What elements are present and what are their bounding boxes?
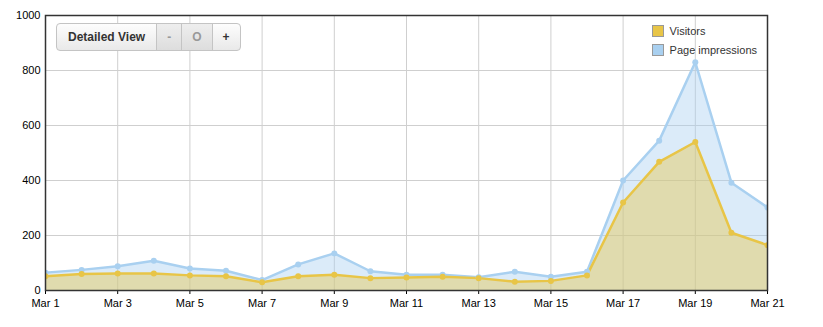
svg-text:Mar 19: Mar 19 (678, 297, 712, 309)
svg-text:Mar 11: Mar 11 (390, 297, 423, 309)
svg-text:Mar 9: Mar 9 (320, 297, 348, 309)
svg-text:800: 800 (22, 64, 40, 76)
html-text:O: O (192, 30, 202, 44)
html-text:Visitors: Visitors (669, 24, 706, 37)
svg-text:Mar 5: Mar 5 (176, 297, 204, 309)
html-text:Page impressions: Page impressions (669, 43, 757, 56)
svg-text:200: 200 (22, 229, 40, 241)
svg-text:Mar 21: Mar 21 (750, 297, 784, 309)
svg-text:1000: 1000 (16, 9, 40, 21)
svg-text:600: 600 (22, 119, 40, 131)
svg-text:Mar 13: Mar 13 (462, 297, 496, 309)
svg-text:Mar 17: Mar 17 (606, 297, 640, 309)
html-text:Detailed View: Detailed View (68, 30, 146, 44)
svg-text:400: 400 (22, 174, 40, 186)
svg-text:Mar 3: Mar 3 (104, 297, 132, 309)
svg-text:Mar 15: Mar 15 (534, 297, 568, 309)
svg-text:Mar 1: Mar 1 (31, 297, 59, 309)
svg-text:Mar 7: Mar 7 (248, 297, 276, 309)
svg-text:0: 0 (34, 284, 40, 296)
